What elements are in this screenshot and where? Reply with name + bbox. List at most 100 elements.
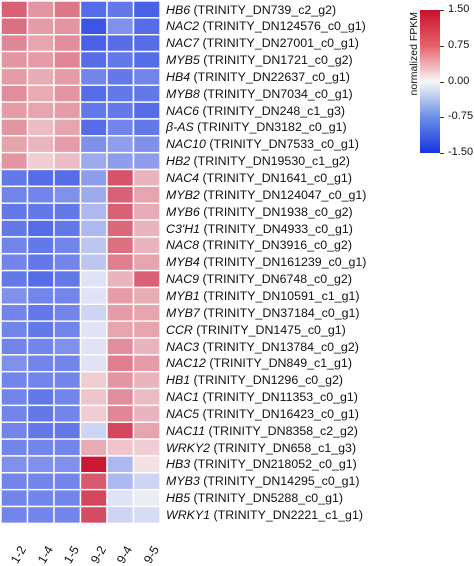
gene-name: MYB7 xyxy=(166,305,200,320)
transcript-id: (TRINITY_DN1721_c0_g2) xyxy=(199,53,353,68)
heatmap-cell xyxy=(53,101,82,120)
heatmap-cell xyxy=(132,34,161,53)
row-label: MYB3 (TRINITY_DN14295_c0_g1) xyxy=(166,473,360,489)
column-label: 9-2 xyxy=(87,543,109,566)
row-label: NAC6 (TRINITY_DN248_c1_g3) xyxy=(166,103,345,119)
heatmap-cell xyxy=(106,135,135,154)
heatmap-cell xyxy=(0,219,29,238)
gene-name: NAC1 xyxy=(166,390,200,405)
colorbar-tick-mark xyxy=(440,81,444,83)
heatmap-cell xyxy=(26,269,55,289)
row-label: MYB1 (TRINITY_DN10591_c1_g1) xyxy=(166,288,360,304)
gene-name: NAC12 xyxy=(166,356,206,371)
transcript-id: (TRINITY_DN658_c1_g3) xyxy=(210,440,357,455)
gene-name: HB1 xyxy=(166,373,191,388)
heatmap-cell xyxy=(79,0,108,19)
heatmap-cell xyxy=(132,17,161,36)
heatmap-cell xyxy=(0,0,29,19)
gene-name: NAC8 xyxy=(166,238,200,253)
heatmap-cell xyxy=(0,472,29,491)
transcript-id: (TRINITY_DN1296_c0_g2) xyxy=(190,373,343,388)
heatmap-cell xyxy=(79,135,108,154)
heatmap-cell xyxy=(53,67,82,86)
gene-name: C3'H1 xyxy=(166,221,201,236)
heatmap-cell xyxy=(79,202,108,221)
gene-name: NAC3 xyxy=(166,339,200,354)
row-label: NAC5 (TRINITY_DN16423_c0_g1) xyxy=(166,406,359,422)
heatmap-cell xyxy=(132,438,161,457)
heatmap-cell xyxy=(26,135,55,154)
heatmap-cell xyxy=(26,438,55,457)
heatmap-cell xyxy=(0,34,29,53)
transcript-id: (TRINITY_DN27001_c0_g1) xyxy=(199,36,359,51)
heatmap-cell xyxy=(79,269,108,289)
heatmap-cell xyxy=(53,455,82,474)
gene-name: HB4 xyxy=(166,69,191,84)
heatmap-cell xyxy=(132,387,161,407)
heatmap-cell xyxy=(79,505,108,525)
transcript-id: (TRINITY_DN218052_c0_g1) xyxy=(190,457,357,472)
heatmap-cell xyxy=(0,202,29,221)
row-label: WRKY1 (TRINITY_DN2221_c1_g1) xyxy=(166,507,363,523)
heatmap-cell xyxy=(53,0,82,19)
heatmap-cell xyxy=(0,50,29,70)
heatmap-cell xyxy=(79,253,108,272)
heatmap xyxy=(0,0,161,525)
heatmap-cell xyxy=(26,387,55,407)
heatmap-cell xyxy=(132,455,161,474)
row-label: C3'H1 (TRINITY_DN4933_c0_g1) xyxy=(166,221,353,237)
transcript-id: (TRINITY_DN16423_c0_g1) xyxy=(199,406,359,421)
gene-name: MYB5 xyxy=(166,53,200,68)
heatmap-cell xyxy=(132,488,161,508)
heatmap-cell xyxy=(0,505,29,525)
heatmap-cell xyxy=(79,34,108,53)
colorbar-tick-mark xyxy=(440,10,444,11)
row-label: MYB6 (TRINITY_DN1938_c0_g2) xyxy=(166,204,353,220)
transcript-id: (TRINITY_DN5288_c0_g1) xyxy=(190,491,343,506)
heatmap-cell xyxy=(106,455,135,474)
heatmap-cell xyxy=(26,236,55,255)
heatmap-cell xyxy=(0,337,29,356)
transcript-id: (TRINITY_DN4933_c0_g1) xyxy=(200,221,353,236)
heatmap-cell xyxy=(26,202,55,221)
transcript-id: (TRINITY_DN1475_c0_g1) xyxy=(192,322,346,337)
heatmap-cell xyxy=(0,101,29,120)
heatmap-cell xyxy=(53,219,82,238)
gene-name: NAC9 xyxy=(166,272,200,287)
heatmap-cell xyxy=(106,101,135,120)
heatmap-cell xyxy=(26,303,55,322)
heatmap-cell xyxy=(53,286,82,306)
heatmap-cell xyxy=(0,438,29,457)
column-label: 1-2 xyxy=(8,543,30,566)
heatmap-cell xyxy=(79,354,108,373)
heatmap-cell xyxy=(53,118,82,137)
heatmap-cell xyxy=(53,253,82,272)
heatmap-cell xyxy=(53,84,82,103)
heatmap-cell xyxy=(79,236,108,255)
colorbar-tick-label: 1.50 xyxy=(448,3,470,15)
heatmap-cell xyxy=(132,472,161,491)
gene-name: MYB2 xyxy=(166,187,200,202)
heatmap-cell xyxy=(79,50,108,70)
colorbar-tick-label: 0.75 xyxy=(448,38,470,51)
gene-name: NAC10 xyxy=(166,137,206,152)
row-label: NAC11 (TRINITY_DN8358_c2_g2) xyxy=(166,423,358,439)
heatmap-cell xyxy=(26,185,55,204)
heatmap-cell xyxy=(26,354,55,373)
gene-name: MYB3 xyxy=(166,474,200,489)
heatmap-cell xyxy=(79,303,108,322)
heatmap-cell xyxy=(106,219,135,238)
heatmap-cell xyxy=(106,438,135,457)
heatmap-cell xyxy=(79,337,108,356)
gene-name: MYB1 xyxy=(166,288,200,303)
row-label: MYB8 (TRINITY_DN7034_c0_g1) xyxy=(166,86,353,102)
heatmap-cell xyxy=(26,404,55,423)
heatmap-cell xyxy=(106,118,135,137)
heatmap-cell xyxy=(0,404,29,423)
heatmap-cell xyxy=(132,303,161,322)
heatmap-cell xyxy=(53,269,82,289)
row-label: MYB4 (TRINITY_DN161239_c0_g1) xyxy=(166,254,366,270)
heatmap-cell xyxy=(132,404,161,423)
heatmap-cell xyxy=(79,151,108,171)
gene-name: HB3 xyxy=(166,457,191,472)
